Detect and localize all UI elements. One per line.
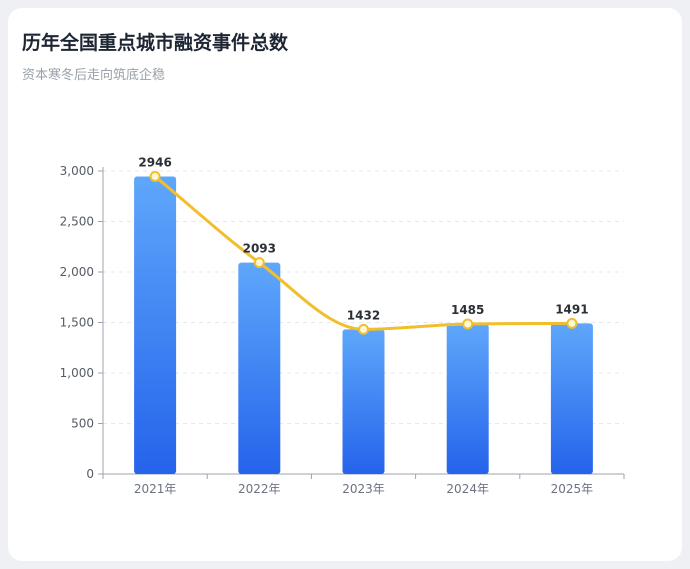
- x-tick-label: 2021年: [134, 482, 177, 496]
- y-tick-label: 1,500: [60, 316, 94, 330]
- line-marker: [149, 170, 161, 182]
- data-label: 1491: [555, 302, 588, 316]
- trend-line: [154, 175, 572, 331]
- line-marker: [566, 317, 578, 329]
- bar: [446, 324, 489, 474]
- bar: [134, 176, 177, 475]
- chart-subtitle: 资本寒冬后走向筑底企稳: [22, 68, 166, 83]
- y-tick-label: 1,000: [60, 366, 94, 380]
- y-tick-label: 2,500: [60, 215, 94, 229]
- bar: [238, 262, 281, 474]
- bar: [550, 323, 593, 474]
- line-marker: [462, 318, 474, 330]
- x-tick-label: 2025年: [551, 482, 594, 496]
- data-label: 2093: [243, 242, 276, 256]
- x-tick-label: 2024年: [446, 482, 489, 496]
- line-marker: [358, 323, 369, 335]
- bar: [342, 329, 385, 474]
- y-tick-label: 2,000: [60, 265, 94, 279]
- chart-title: 历年全国重点城市融资事件总数: [22, 32, 289, 54]
- data-label: 1485: [451, 303, 484, 317]
- data-label: 1432: [347, 308, 380, 322]
- data-label: 2946: [138, 155, 171, 169]
- x-tick-label: 2023年: [342, 482, 385, 496]
- y-tick-label: 500: [71, 417, 94, 431]
- y-tick-label: 3,000: [60, 164, 94, 178]
- y-tick-label: 0: [86, 467, 94, 481]
- x-tick-label: 2022年: [238, 482, 281, 496]
- line-marker: [253, 257, 265, 269]
